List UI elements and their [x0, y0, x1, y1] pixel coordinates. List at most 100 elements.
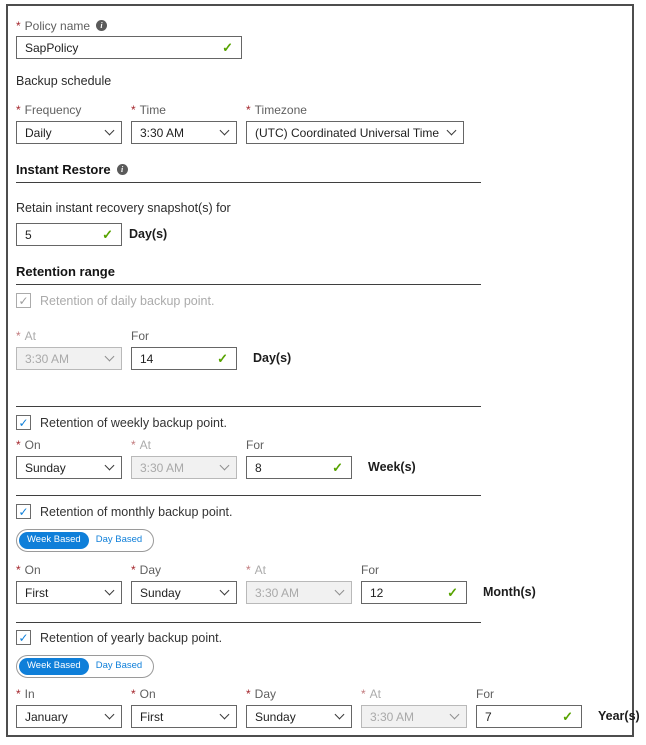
chevron-down-icon	[104, 460, 115, 471]
chevron-down-icon	[104, 709, 115, 720]
time-select[interactable]: 3:30 AM	[131, 121, 237, 144]
weekly-for-value: 8	[255, 460, 262, 475]
yearly-for-label-text: For	[476, 686, 494, 701]
weekly-on-field: * On Sunday	[16, 437, 122, 479]
policy-name-label: * Policy name i	[16, 18, 632, 33]
instant-restore-heading-text: Instant Restore	[16, 162, 111, 177]
daily-unit-label: Day(s)	[253, 351, 292, 365]
yearly-at-field: * At 3:30 AM	[361, 686, 467, 728]
schedule-fields-row: * Frequency Daily * Time 3:30 AM * Timezone…	[16, 102, 632, 144]
required-asterisk: *	[16, 686, 21, 701]
monthly-day-select[interactable]: Sunday	[131, 581, 237, 604]
section-divider	[16, 495, 481, 496]
section-divider	[16, 284, 481, 285]
yearly-for-label: For	[476, 686, 582, 701]
frequency-select[interactable]: Daily	[16, 121, 122, 144]
time-field: * Time 3:30 AM	[131, 102, 237, 144]
yearly-retention-label: Retention of yearly backup point.	[40, 630, 223, 645]
monthly-for-input[interactable]: 12 ✓	[361, 581, 467, 604]
yearly-retention-checkbox-row[interactable]: ✓ Retention of yearly backup point.	[16, 630, 632, 645]
weekly-fields-row: * On Sunday * At 3:30 AM For 8 ✓	[16, 437, 632, 479]
day-based-option[interactable]: Day Based	[95, 660, 143, 672]
monthly-at-label: * At	[246, 562, 352, 577]
section-divider	[16, 622, 481, 623]
snapshot-days-value: 5	[25, 227, 32, 242]
weekly-for-input[interactable]: 8 ✓	[246, 456, 352, 479]
monthly-for-label-text: For	[361, 562, 379, 577]
monthly-retention-checkbox[interactable]: ✓	[16, 504, 31, 519]
daily-retention-checkbox: ✓	[16, 293, 31, 308]
day-based-option[interactable]: Day Based	[95, 534, 143, 546]
yearly-day-select[interactable]: Sunday	[246, 705, 352, 728]
monthly-day-label-text: Day	[139, 562, 162, 577]
required-asterisk: *	[16, 562, 21, 577]
policy-name-input[interactable]: SapPolicy ✓	[16, 36, 242, 59]
yearly-at-label-text: At	[369, 686, 382, 701]
yearly-day-value: Sunday	[255, 709, 296, 724]
monthly-on-field: * On First	[16, 562, 122, 604]
weekly-on-value: Sunday	[25, 460, 66, 475]
chevron-down-icon	[104, 125, 115, 136]
weekly-for-field: For 8 ✓	[246, 437, 352, 479]
yearly-basis-toggle[interactable]: Week Based Day Based	[16, 655, 155, 678]
weekly-retention-checkbox-row[interactable]: ✓ Retention of weekly backup point.	[16, 415, 632, 430]
yearly-at-value: 3:30 AM	[370, 709, 415, 724]
timezone-select[interactable]: (UTC) Coordinated Universal Time	[246, 121, 464, 144]
snapshot-days-input[interactable]: 5 ✓	[16, 223, 122, 246]
yearly-in-select[interactable]: January	[16, 705, 122, 728]
yearly-on-field: * On First	[131, 686, 237, 728]
yearly-basis-toggle-wrap: Week Based Day Based	[16, 655, 632, 678]
timezone-label-text: Timezone	[254, 102, 307, 117]
valid-check-icon: ✓	[222, 39, 233, 55]
frequency-value: Daily	[25, 125, 52, 140]
daily-at-label-text: At	[24, 328, 37, 343]
weekly-retention-checkbox[interactable]: ✓	[16, 415, 31, 430]
yearly-on-select[interactable]: First	[131, 705, 237, 728]
frequency-label-text: Frequency	[24, 102, 82, 117]
chevron-down-icon	[446, 125, 457, 136]
monthly-basis-toggle-wrap: Week Based Day Based	[16, 529, 632, 552]
week-based-option[interactable]: Week Based	[19, 532, 89, 549]
yearly-day-field: * Day Sunday	[246, 686, 352, 728]
monthly-on-select[interactable]: First	[16, 581, 122, 604]
time-label: * Time	[131, 102, 237, 117]
weekly-on-label: * On	[16, 437, 122, 452]
chevron-down-icon	[104, 585, 115, 596]
yearly-for-input[interactable]: 7 ✓	[476, 705, 582, 728]
required-asterisk: *	[361, 686, 366, 701]
weekly-on-label-text: On	[24, 437, 41, 452]
daily-for-value: 14	[140, 351, 154, 366]
yearly-retention-checkbox[interactable]: ✓	[16, 630, 31, 645]
chevron-down-icon	[219, 460, 230, 471]
instant-restore-row: 5 ✓ Day(s)	[16, 223, 632, 246]
monthly-at-select: 3:30 AM	[246, 581, 352, 604]
frequency-label: * Frequency	[16, 102, 122, 117]
required-asterisk: *	[16, 18, 21, 33]
weekly-retention-label: Retention of weekly backup point.	[40, 415, 227, 430]
required-asterisk: *	[131, 437, 136, 452]
yearly-in-label: * In	[16, 686, 122, 701]
yearly-in-value: January	[25, 709, 68, 724]
monthly-for-field: For 12 ✓	[361, 562, 467, 604]
yearly-at-select: 3:30 AM	[361, 705, 467, 728]
time-label-text: Time	[139, 102, 166, 117]
chevron-down-icon	[449, 709, 460, 720]
valid-check-icon: ✓	[447, 584, 458, 600]
week-based-option[interactable]: Week Based	[19, 658, 89, 675]
info-icon[interactable]: i	[116, 164, 128, 175]
monthly-at-field: * At 3:30 AM	[246, 562, 352, 604]
daily-for-input[interactable]: 14 ✓	[131, 347, 237, 370]
required-asterisk: *	[131, 102, 136, 117]
weekly-on-select[interactable]: Sunday	[16, 456, 122, 479]
info-icon[interactable]: i	[96, 20, 108, 31]
daily-at-label: * At	[16, 328, 122, 343]
monthly-basis-toggle[interactable]: Week Based Day Based	[16, 529, 155, 552]
required-asterisk: *	[131, 562, 136, 577]
monthly-retention-checkbox-row[interactable]: ✓ Retention of monthly backup point.	[16, 504, 632, 519]
yearly-day-label: * Day	[246, 686, 352, 701]
daily-at-field: * At 3:30 AM	[16, 328, 122, 370]
yearly-day-label-text: Day	[254, 686, 277, 701]
weekly-for-label-text: For	[246, 437, 264, 452]
monthly-day-value: Sunday	[140, 585, 181, 600]
